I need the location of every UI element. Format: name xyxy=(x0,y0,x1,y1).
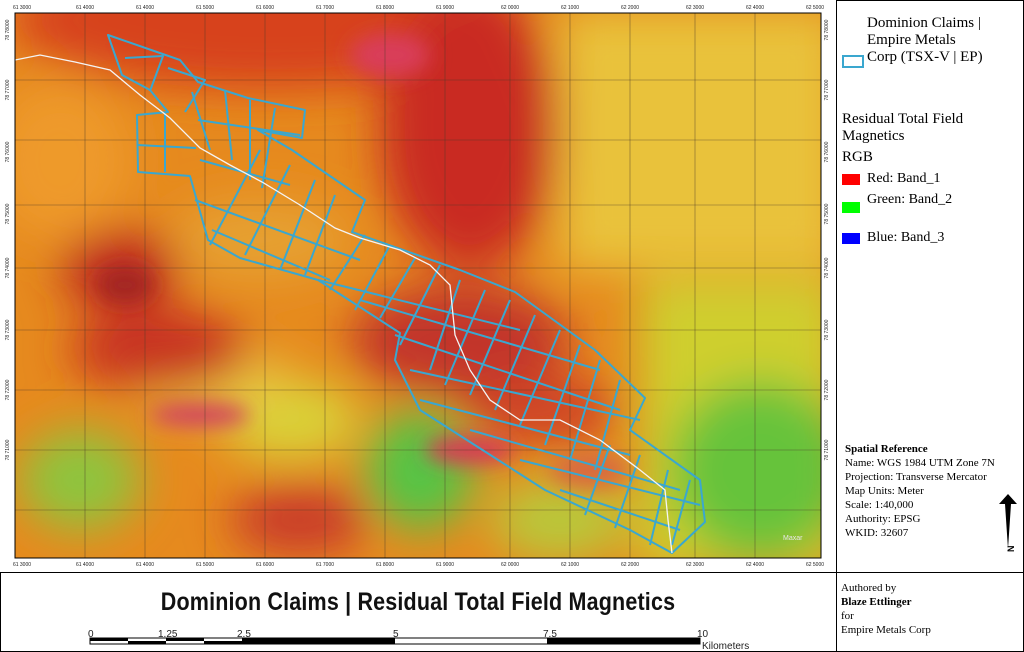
scale-label-1-25: 1.25 xyxy=(158,629,178,640)
x-tick-label-bottom: 61 7000 xyxy=(316,562,334,568)
author-name: Blaze Ettlinger xyxy=(841,596,912,608)
x-tick-label-top: 61 5000 xyxy=(196,5,214,11)
x-tick-label-bottom: 62 5000 xyxy=(806,562,824,568)
y-tick-label-right: 78 73000 xyxy=(824,319,830,340)
legend-green-label: Green: Band_2 xyxy=(867,192,953,207)
x-tick-label-bottom: 62 2000 xyxy=(621,562,639,568)
x-tick-label-top: 61 9000 xyxy=(436,5,454,11)
scale-label-0: 0 xyxy=(88,629,94,640)
x-tick-label-bottom: 61 8000 xyxy=(376,562,394,568)
map-title: Dominion Claims | Residual Total Field M… xyxy=(160,588,676,616)
scale-units: Kilometers xyxy=(702,641,750,652)
y-tick-label-left: 78 74000 xyxy=(5,257,11,278)
authored-by: Authored by xyxy=(841,582,897,594)
y-tick-label-left: 78 77000 xyxy=(5,79,11,100)
graticule xyxy=(15,13,821,558)
y-tick-label-right: 78 75000 xyxy=(824,203,830,224)
x-tick-label-top: 62 5000 xyxy=(806,5,824,11)
y-tick-label-right: 78 76000 xyxy=(824,141,830,162)
basemap-credit: Maxar xyxy=(783,535,803,542)
x-tick-label-top: 61 4000 xyxy=(76,5,94,11)
author-block: Authored by Blaze Ettlinger for Empire M… xyxy=(841,581,931,637)
north-arrow-icon: N xyxy=(999,494,1017,553)
y-tick-label-left: 78 72000 xyxy=(5,379,11,400)
legend-red-label: Red: Band_1 xyxy=(867,171,941,186)
sr-wkid: WKID: 32607 xyxy=(845,527,909,539)
legend-rgb-heading: RGB xyxy=(842,149,873,165)
x-tick-label-bottom: 62 3000 xyxy=(686,562,704,568)
x-tick-label-top: 62 3000 xyxy=(686,5,704,11)
x-tick-label-top: 61 6000 xyxy=(256,5,274,11)
x-tick-label-bottom: 61 3000 xyxy=(13,562,31,568)
y-tick-label-right: 78 74000 xyxy=(824,257,830,278)
sr-authority: Authority: EPSG xyxy=(845,513,921,525)
x-tick-label-top: 61 7000 xyxy=(316,5,334,11)
y-tick-label-right: 78 78000 xyxy=(824,19,830,40)
x-tick-label-top: 62 0000 xyxy=(501,5,519,11)
trail-line xyxy=(15,54,673,554)
sr-name: Name: WGS 1984 UTM Zone 7N xyxy=(845,457,995,469)
x-tick-label-bottom: 61 9000 xyxy=(436,562,454,568)
legend-red-swatch xyxy=(842,174,860,185)
x-tick-label-bottom: 62 1000 xyxy=(561,562,579,568)
north-label: N xyxy=(1006,546,1016,553)
y-tick-label-right: 78 77000 xyxy=(824,79,830,100)
x-tick-label-bottom: 61 4000 xyxy=(136,562,154,568)
sr-projection: Projection: Transverse Mercator xyxy=(845,471,987,483)
x-tick-label-top: 62 1000 xyxy=(561,5,579,11)
legend-claims-swatch xyxy=(842,55,864,68)
spatial-reference: Spatial Reference Name: WGS 1984 UTM Zon… xyxy=(845,442,995,540)
legend-blue-label: Blue: Band_3 xyxy=(867,230,945,245)
y-tick-labels-left: 78 78000 78 77000 78 76000 78 75000 78 74000… xyxy=(5,19,11,460)
map-canvas[interactable]: 61 3000 61 4000 61 4000 61 5000 61 6000 61 70… xyxy=(0,0,836,572)
legend-blue-swatch xyxy=(842,233,860,244)
y-tick-label-left: 78 78000 xyxy=(5,19,11,40)
x-tick-label-top: 62 2000 xyxy=(621,5,639,11)
x-tick-label-top: 61 8000 xyxy=(376,5,394,11)
y-tick-labels-right: 78 78000 78 77000 78 76000 78 75000 78 74000… xyxy=(824,19,830,460)
scale-label-5: 5 xyxy=(393,629,399,640)
x-tick-label-bottom: 61 5000 xyxy=(196,562,214,568)
legend-layer-name: Dominion Claims | Empire Metals Corp (TS… xyxy=(867,15,983,65)
sr-units: Map Units: Meter xyxy=(845,485,924,497)
y-tick-label-left: 78 71000 xyxy=(5,439,11,460)
x-tick-labels-bottom: 61 3000 61 4000 61 4000 61 5000 61 6000 61 70… xyxy=(13,562,824,568)
scale-bar xyxy=(89,637,701,645)
y-tick-label-left: 78 75000 xyxy=(5,203,11,224)
y-tick-label-right: 78 72000 xyxy=(824,379,830,400)
map-panel[interactable]: 61 3000 61 4000 61 4000 61 5000 61 6000 61 70… xyxy=(0,0,837,573)
author-org: Empire Metals Corp xyxy=(841,624,931,636)
spatial-reference-heading: Spatial Reference xyxy=(845,443,928,455)
sr-scale: Scale: 1:40,000 xyxy=(845,499,914,511)
y-tick-label-left: 78 76000 xyxy=(5,141,11,162)
y-tick-label-right: 78 71000 xyxy=(824,439,830,460)
author-for: for xyxy=(841,610,854,622)
y-tick-label-left: 78 73000 xyxy=(5,319,11,340)
author-panel: Authored by Blaze Ettlinger for Empire M… xyxy=(837,573,1023,651)
claims-outline[interactable] xyxy=(107,34,706,554)
x-tick-label-top: 61 3000 xyxy=(13,5,31,11)
magnetics-raster xyxy=(15,13,821,558)
title-panel: Dominion Claims | Residual Total Field M… xyxy=(0,573,837,652)
scale-label-2-5: 2.5 xyxy=(237,629,251,640)
x-tick-label-top: 61 4000 xyxy=(136,5,154,11)
x-tick-label-bottom: 62 0000 xyxy=(501,562,519,568)
legend-green-swatch xyxy=(842,202,860,213)
x-tick-label-top: 62 4000 xyxy=(746,5,764,11)
x-tick-labels-top: 61 3000 61 4000 61 4000 61 5000 61 6000 61 70… xyxy=(13,5,824,11)
legend-panel: Dominion Claims | Empire Metals Corp (TS… xyxy=(837,0,1023,573)
x-tick-label-bottom: 61 4000 xyxy=(76,562,94,568)
x-tick-label-bottom: 62 4000 xyxy=(746,562,764,568)
scale-label-7-5: 7.5 xyxy=(543,629,557,640)
scale-label-10: 10 xyxy=(697,629,709,640)
legend-raster-name: Residual Total Field Magnetics xyxy=(842,111,964,144)
x-tick-label-bottom: 61 6000 xyxy=(256,562,274,568)
